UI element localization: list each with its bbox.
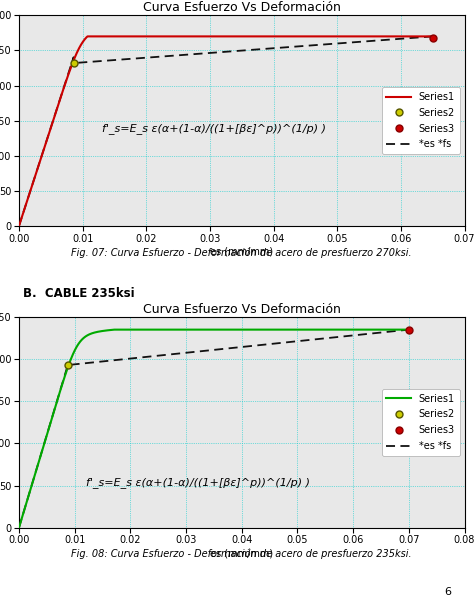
X-axis label: es (mm/mm): es (mm/mm) bbox=[210, 246, 273, 256]
Legend: Series1, Series2, Series3, *es *fs: Series1, Series2, Series3, *es *fs bbox=[382, 87, 460, 154]
Text: B.  CABLE 235ksi: B. CABLE 235ksi bbox=[23, 287, 135, 300]
Text: Fig. 08: Curva Esfuerzo - Deformación de acero de presfuerzo 235ksi.: Fig. 08: Curva Esfuerzo - Deformación de… bbox=[72, 549, 412, 559]
Text: f'_s=E_s ε(α+(1-α)/((1+[βε]^p))^(1/p) ): f'_s=E_s ε(α+(1-α)/((1+[βε]^p))^(1/p) ) bbox=[86, 478, 310, 489]
Text: Fig. 07: Curva Esfuerzo - Deformación de acero de presfuerzo 270ksi.: Fig. 07: Curva Esfuerzo - Deformación de… bbox=[72, 247, 412, 257]
Text: 6: 6 bbox=[444, 587, 451, 597]
Text: f'_s=E_s ε(α+(1-α)/((1+[βε]^p))^(1/p) ): f'_s=E_s ε(α+(1-α)/((1+[βε]^p))^(1/p) ) bbox=[102, 123, 326, 134]
X-axis label: es (mm/mm): es (mm/mm) bbox=[210, 548, 273, 558]
Title: Curva Esfuerzo Vs Deformación: Curva Esfuerzo Vs Deformación bbox=[143, 1, 341, 14]
Legend: Series1, Series2, Series3, *es *fs: Series1, Series2, Series3, *es *fs bbox=[382, 389, 460, 456]
Title: Curva Esfuerzo Vs Deformación: Curva Esfuerzo Vs Deformación bbox=[143, 303, 341, 316]
